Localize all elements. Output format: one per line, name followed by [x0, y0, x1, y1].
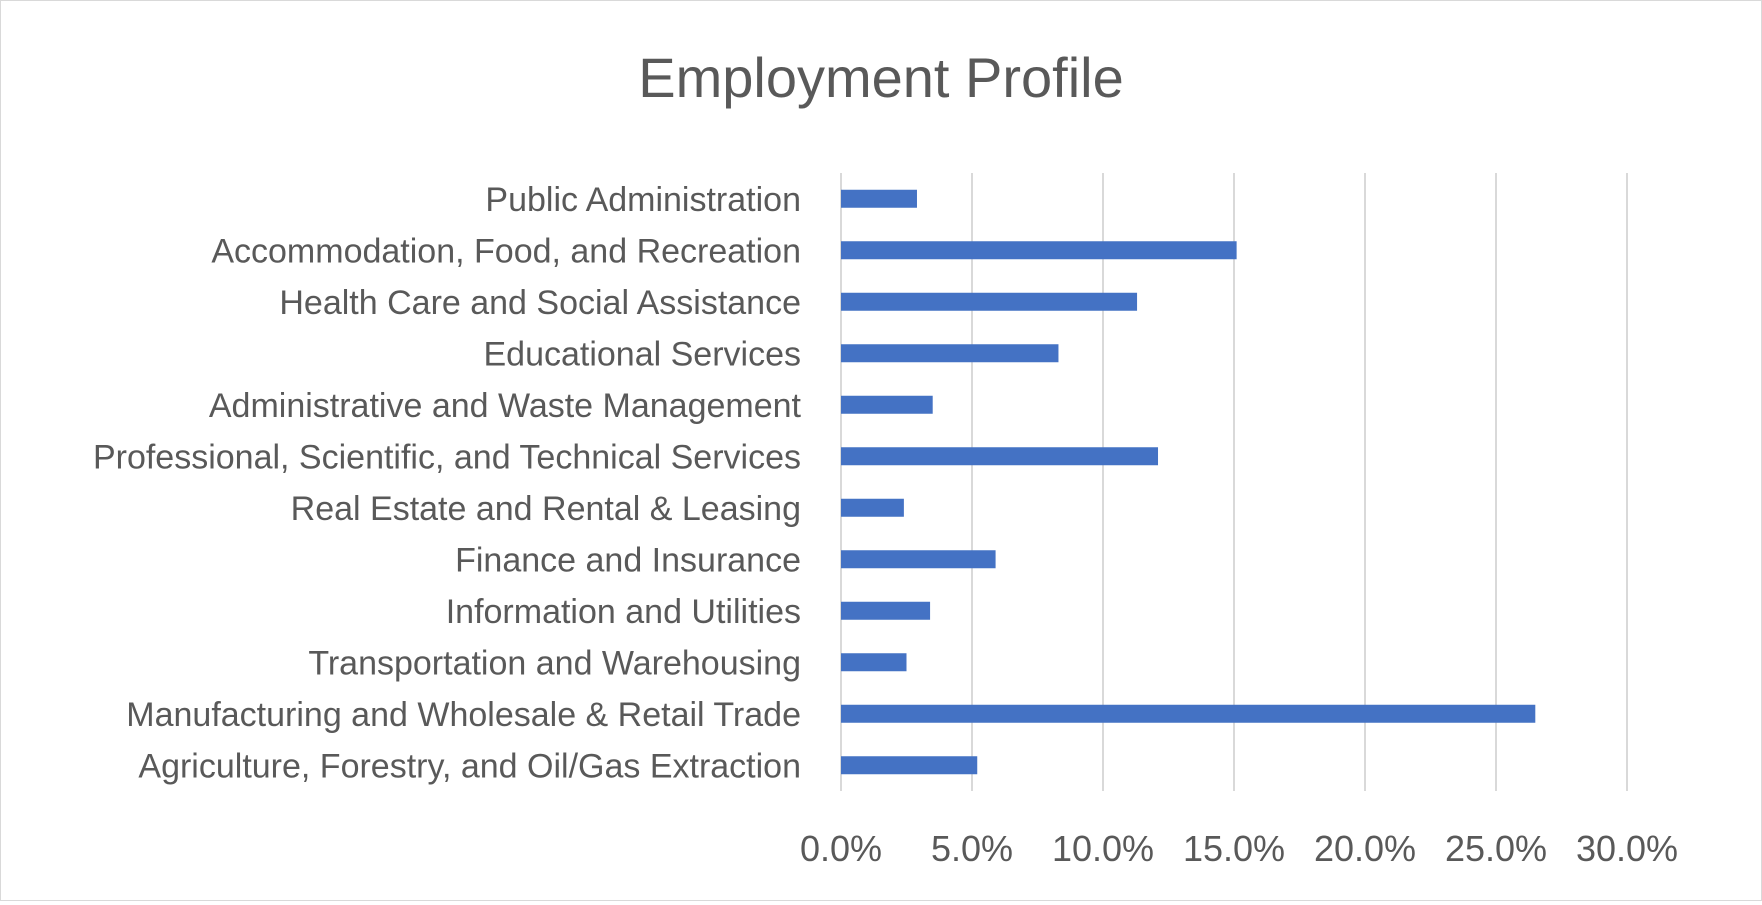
- category-label: Administrative and Waste Management: [209, 387, 802, 425]
- x-tick-label: 25.0%: [1445, 828, 1547, 869]
- bar: [841, 447, 1159, 466]
- bars: [841, 189, 1536, 775]
- category-label: Transportation and Warehousing: [308, 644, 801, 682]
- bar: [841, 498, 904, 517]
- category-label: Information and Utilities: [446, 593, 801, 631]
- grid-lines: [840, 173, 1628, 791]
- bar: [841, 550, 996, 569]
- bar: [841, 241, 1237, 260]
- category-label: Real Estate and Rental & Leasing: [291, 490, 801, 528]
- x-tick-label: 0.0%: [800, 828, 882, 869]
- category-label: Educational Services: [483, 335, 801, 373]
- x-tick-label: 30.0%: [1576, 828, 1678, 869]
- x-tick-label: 15.0%: [1183, 828, 1285, 869]
- x-tick-label: 10.0%: [1052, 828, 1154, 869]
- bar: [841, 653, 907, 672]
- category-labels: Public Administration Accommodation, Food…: [93, 181, 802, 786]
- category-label: Finance and Insurance: [455, 541, 801, 579]
- category-label: Health Care and Social Assistance: [279, 284, 801, 322]
- bar: [841, 756, 978, 775]
- bar: [841, 395, 933, 414]
- bar: [841, 292, 1138, 311]
- bar: [841, 601, 931, 620]
- x-tick-label: 20.0%: [1314, 828, 1416, 869]
- x-axis-tick-labels: 0.0% 5.0% 10.0% 15.0% 20.0% 25.0% 30.0%: [800, 828, 1678, 869]
- category-label: Accommodation, Food, and Recreation: [211, 232, 801, 270]
- category-label: Manufacturing and Wholesale & Retail Tra…: [126, 696, 801, 734]
- chart-title: Employment Profile: [638, 46, 1124, 109]
- category-label: Professional, Scientific, and Technical …: [93, 438, 801, 476]
- bar: [841, 344, 1059, 363]
- bar: [841, 189, 917, 208]
- category-label: Public Administration: [485, 181, 801, 219]
- category-label: Agriculture, Forestry, and Oil/Gas Extra…: [138, 747, 801, 785]
- bar: [841, 704, 1536, 723]
- x-tick-label: 5.0%: [931, 828, 1013, 869]
